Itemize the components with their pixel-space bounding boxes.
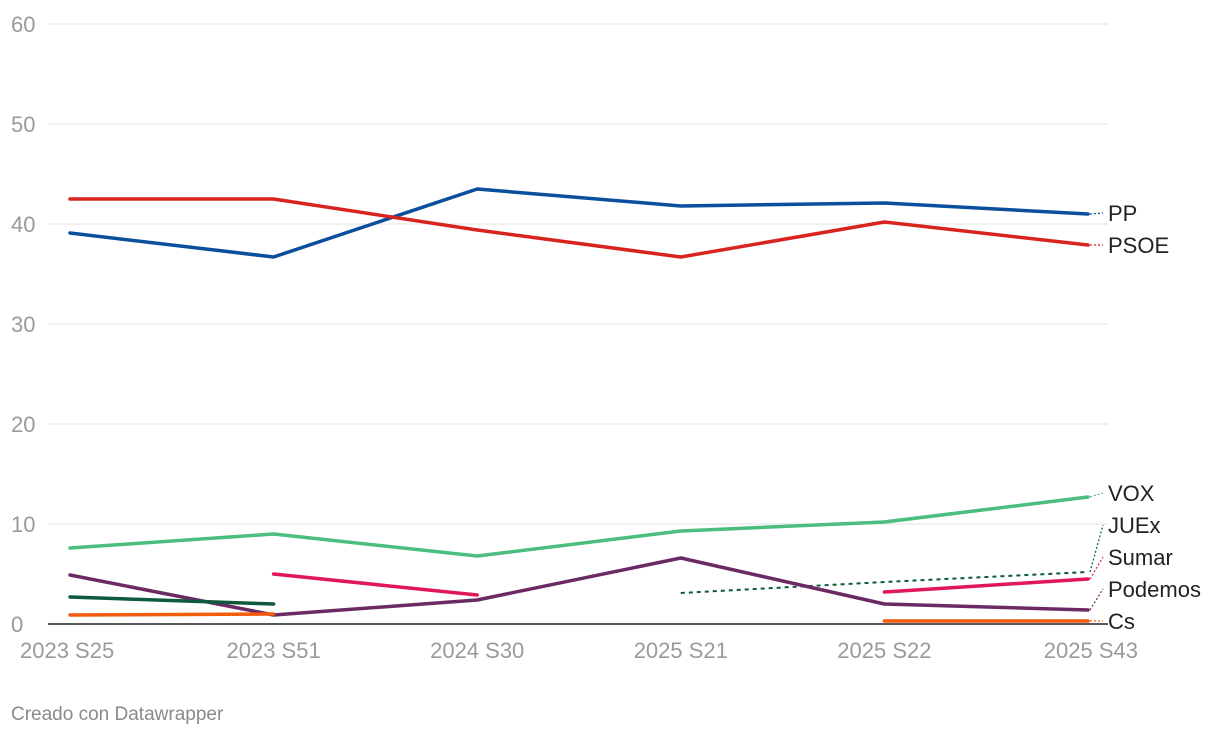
gridlines — [48, 23, 1108, 625]
series-label-podemos: Podemos — [1108, 577, 1201, 602]
x-tick-label: 2024 S30 — [430, 638, 524, 663]
series-label-pp: PP — [1108, 201, 1137, 226]
series-podemos — [68, 556, 1090, 617]
series-label-sumar: Sumar — [1108, 545, 1173, 570]
series-psoe — [68, 197, 1090, 259]
series-label-vox: VOX — [1108, 481, 1155, 506]
label-connector-podemos — [1089, 588, 1104, 611]
credit-text: Creado con Datawrapper — [11, 704, 224, 725]
y-tick-label: 30 — [11, 312, 35, 337]
series-pp — [68, 187, 1090, 259]
y-tick-label: 50 — [11, 112, 35, 137]
series-line-podemos — [68, 556, 1090, 617]
series-label-psoe: PSOE — [1108, 233, 1169, 258]
series-lines — [68, 187, 1090, 623]
y-axis: 0 10 20 30 40 50 60 — [11, 12, 35, 637]
y-tick-label: 10 — [11, 512, 35, 537]
x-tick-label: 2025 S21 — [634, 638, 728, 663]
series-line-sumar — [271, 572, 479, 597]
series-line-sumar — [882, 577, 1090, 594]
y-tick-label: 20 — [11, 412, 35, 437]
series-label-juex: JUEx — [1108, 513, 1161, 538]
series-line-unidas-podemos — [68, 595, 276, 606]
x-tick-label: 2025 S22 — [837, 638, 931, 663]
y-tick-label: 60 — [11, 12, 35, 37]
series-sumar — [271, 572, 1090, 597]
series-line-cs — [68, 612, 276, 617]
y-tick-label: 0 — [11, 612, 23, 637]
series-line-psoe — [68, 197, 1090, 259]
series-line-juex — [680, 571, 1089, 594]
series-line-vox — [68, 495, 1090, 558]
series-labels: PP PSOE VOX JUEx Sumar Podemos Cs — [1089, 201, 1201, 634]
x-tick-label: 2023 S25 — [20, 638, 114, 663]
label-connector-vox — [1089, 492, 1104, 498]
x-axis: 2023 S25 2023 S51 2024 S30 2025 S21 2025 S22… — [20, 638, 1138, 663]
series-cs — [68, 612, 1090, 623]
series-label-cs: Cs — [1108, 609, 1135, 634]
y-tick-label: 40 — [11, 212, 35, 237]
series-line-pp — [68, 187, 1090, 259]
label-connector-sumar — [1089, 556, 1104, 580]
x-tick-label: 2023 S51 — [226, 638, 320, 663]
label-connector-pp — [1089, 212, 1104, 215]
series-juex — [680, 571, 1089, 594]
label-connector-juex — [1089, 524, 1104, 573]
series-vox — [68, 495, 1090, 558]
x-tick-label: 2025 S43 — [1044, 638, 1138, 663]
series-unidas-podemos — [68, 595, 276, 606]
